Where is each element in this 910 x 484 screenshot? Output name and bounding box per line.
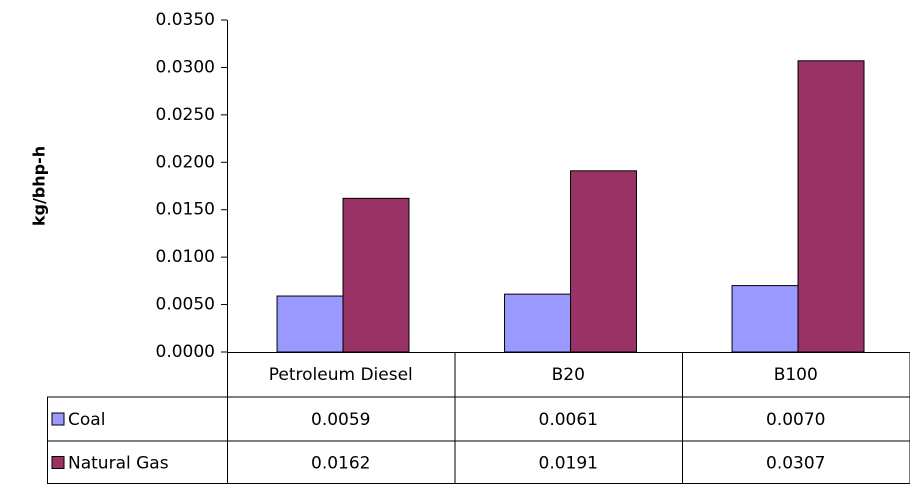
table-value: 0.0191 [539, 454, 598, 474]
y-tick-label: 0.0000 [156, 342, 215, 362]
table-value: 0.0307 [766, 454, 825, 474]
legend-label: Coal [68, 410, 105, 430]
table-value: 0.0070 [766, 410, 825, 430]
y-tick-label: 0.0250 [156, 105, 215, 125]
category-label: Petroleum Diesel [269, 365, 413, 385]
bar [342, 197, 410, 353]
y-tick-label: 0.0150 [156, 200, 215, 220]
table-value: 0.0059 [311, 410, 370, 430]
y-tick-label: 0.0100 [156, 247, 215, 267]
bar [797, 60, 865, 353]
y-axis-label: kg/bhp-h [30, 146, 49, 226]
y-tick-label: 0.0200 [156, 152, 215, 172]
table-value: 0.0061 [539, 410, 598, 430]
bar [731, 285, 799, 353]
y-tick-label: 0.0350 [156, 10, 215, 30]
legend-swatch [51, 412, 65, 426]
category-label: B100 [774, 365, 818, 385]
legend-label: Natural Gas [68, 454, 169, 474]
y-tick-label: 0.0300 [156, 57, 215, 77]
legend-swatch [51, 456, 65, 469]
category-label: B20 [552, 365, 585, 385]
table-value: 0.0162 [311, 454, 370, 474]
bar [504, 293, 572, 353]
bar [570, 170, 638, 353]
bar [276, 295, 344, 353]
y-tick-label: 0.0050 [156, 295, 215, 315]
